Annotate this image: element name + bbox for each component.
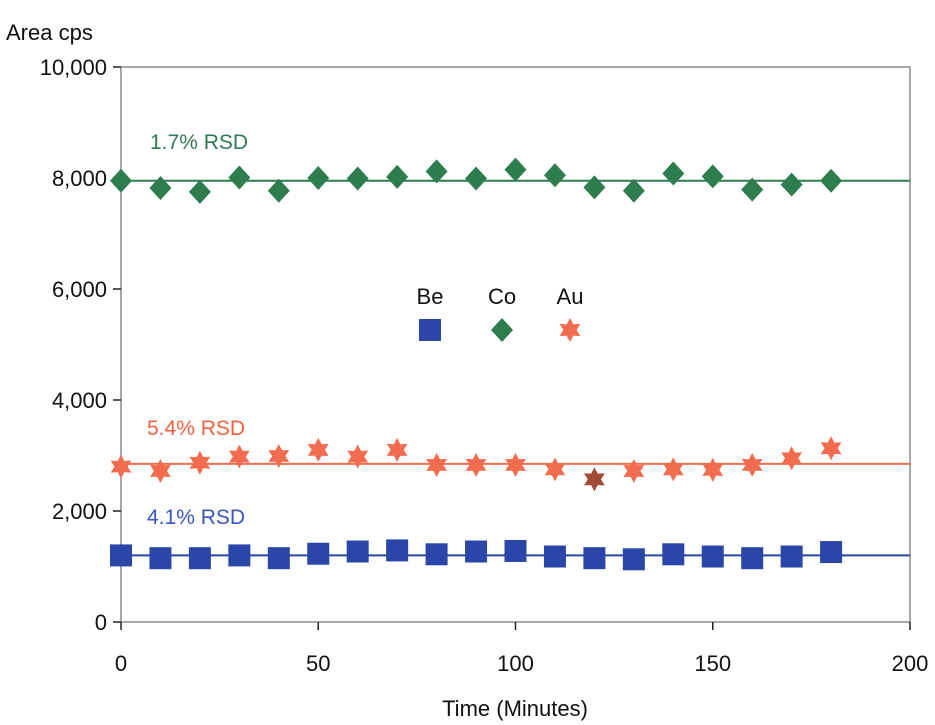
- co-data-point: [110, 168, 132, 193]
- legend-label-au: Au: [557, 284, 584, 309]
- co-data-point: [386, 164, 409, 189]
- co-data-point: [780, 172, 803, 197]
- co-data-point: [188, 179, 211, 204]
- y-tick-label: 6,000: [52, 277, 107, 302]
- y-tick-label: 4,000: [52, 388, 107, 413]
- legend-marker-be: [419, 319, 441, 341]
- be-data-point: [110, 544, 132, 567]
- x-tick-label: 0: [115, 651, 127, 676]
- y-tick-label: 2,000: [52, 499, 107, 524]
- be-data-point: [425, 543, 448, 566]
- au-data-point: [662, 457, 684, 482]
- co-data-point: [149, 175, 172, 200]
- au-data-point: [781, 446, 802, 471]
- y-axis: 0 2,000 4,000 6,000 8,000 10,000: [40, 55, 121, 635]
- rsd-labels: 4.1% RSD 1.7% RSD 5.4% RSD: [147, 131, 248, 529]
- au-data-point: [150, 459, 171, 483]
- legend-label-be: Be: [417, 284, 444, 309]
- be-data-point: [386, 539, 409, 562]
- be-data-point: [504, 539, 527, 562]
- y-tick-label: 10,000: [40, 55, 107, 80]
- be-data-point: [780, 545, 803, 568]
- co-data-point: [662, 161, 685, 186]
- be-data-point: [188, 547, 211, 570]
- be-data-point: [622, 548, 645, 571]
- x-axis: 0 50 100 150 200: [115, 622, 928, 676]
- be-data-point: [741, 547, 764, 570]
- au-rsd-label: 5.4% RSD: [147, 417, 245, 440]
- co-data-point: [504, 157, 527, 182]
- co-data-point: [228, 165, 251, 190]
- co-data-point: [307, 166, 330, 190]
- data-points: [110, 157, 843, 571]
- au-data-point: [229, 444, 250, 469]
- au-data-point: [307, 437, 329, 462]
- x-tick-label: 100: [497, 651, 534, 676]
- au-data-point: [820, 436, 842, 461]
- be-data-point: [465, 540, 488, 563]
- be-data-point: [820, 541, 843, 564]
- co-data-point: [701, 164, 724, 189]
- x-axis-title: Time (Minutes): [442, 696, 588, 721]
- co-data-point: [465, 166, 488, 191]
- au-data-point: [426, 452, 447, 477]
- legend-marker-co: [491, 318, 513, 342]
- au-data-point: [465, 452, 487, 477]
- co-data-point: [741, 177, 764, 202]
- be-data-point: [701, 545, 724, 568]
- be-rsd-label: 4.1% RSD: [147, 506, 245, 529]
- x-tick-label: 200: [892, 651, 929, 676]
- au-data-point: [505, 452, 526, 477]
- x-tick-label: 150: [694, 651, 731, 676]
- co-data-point: [425, 159, 448, 184]
- au-data-point: [623, 459, 645, 483]
- au-data-point: [544, 457, 566, 482]
- co-rsd-label: 1.7% RSD: [150, 131, 248, 154]
- be-data-point: [583, 547, 606, 570]
- au-data-point: [189, 450, 211, 475]
- co-data-point: [346, 166, 369, 191]
- y-tick-label: 8,000: [52, 166, 107, 191]
- au-data-point: [741, 452, 763, 477]
- mean-lines: [121, 179, 910, 557]
- be-data-point: [662, 543, 685, 566]
- au-data-point: [268, 444, 290, 469]
- co-data-point: [622, 178, 645, 203]
- au-data-point: [702, 457, 724, 482]
- be-data-point: [149, 547, 172, 570]
- co-data-point: [267, 178, 290, 203]
- y-axis-title: Area cps: [6, 20, 93, 45]
- be-data-point: [228, 544, 251, 567]
- legend: Be Co Au: [417, 284, 584, 342]
- co-data-point: [543, 163, 566, 188]
- legend-marker-au: [559, 318, 581, 342]
- au-data-point: [584, 467, 605, 492]
- au-data-point: [386, 437, 408, 462]
- co-data-point: [820, 168, 843, 193]
- au-data-point: [110, 454, 132, 479]
- au-data-point: [347, 444, 369, 469]
- y-tick-label: 0: [95, 610, 107, 635]
- be-data-point: [346, 540, 369, 563]
- legend-label-co: Co: [488, 284, 516, 309]
- co-data-point: [583, 175, 606, 200]
- be-data-point: [307, 542, 330, 565]
- be-data-point: [267, 547, 290, 570]
- x-tick-label: 50: [306, 651, 330, 676]
- be-data-point: [543, 545, 566, 568]
